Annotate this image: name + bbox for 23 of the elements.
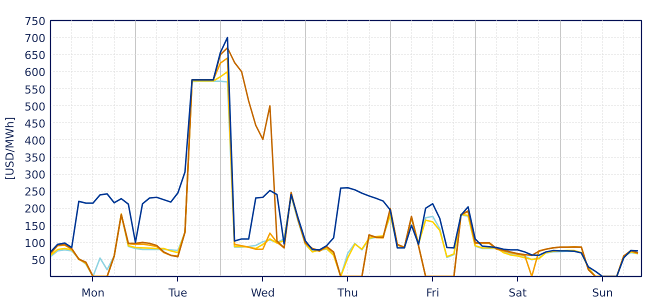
y-tick-label: 700	[24, 32, 46, 46]
y-tick-label: 750	[24, 15, 46, 28]
y-tick-label: 300	[24, 168, 46, 182]
y-tick-label: 200	[24, 202, 46, 216]
y-tick-label: 550	[24, 83, 46, 96]
y-tick-label: 350	[24, 152, 46, 165]
x-tick-label: Fri	[426, 286, 440, 300]
x-tick-label: Tue	[168, 286, 188, 300]
y-tick-label: 450	[24, 117, 46, 130]
y-tick-label: 400	[24, 134, 46, 148]
y-tick-label: 650	[24, 49, 46, 62]
x-tick-label: Thu	[336, 286, 358, 300]
y-tick-label: 100	[24, 236, 46, 250]
y-tick-label: 50	[32, 254, 46, 267]
x-tick-label: Sat	[508, 286, 528, 300]
y-tick-label: 250	[24, 186, 46, 199]
y-tick-label: 150	[24, 220, 46, 233]
x-tick-label: Mon	[81, 286, 105, 300]
x-tick-label: Wed	[250, 286, 275, 300]
y-axis-title: [USD/MWh]	[4, 116, 17, 180]
x-tick-label: Sun	[592, 286, 614, 300]
y-tick-label: 600	[24, 66, 46, 80]
y-tick-label: 500	[24, 100, 46, 114]
